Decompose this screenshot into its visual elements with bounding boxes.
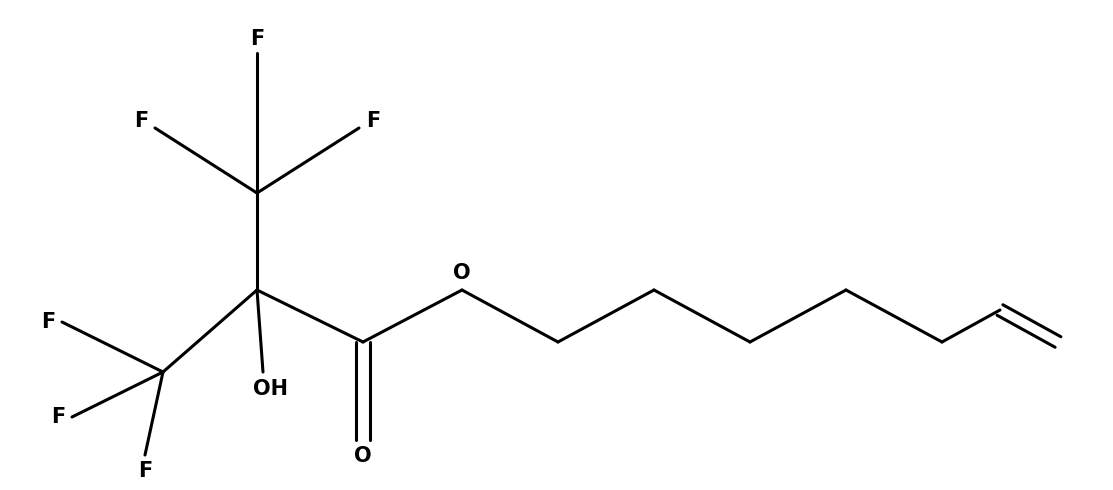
Text: F: F (134, 111, 148, 131)
Text: O: O (453, 263, 471, 283)
Text: F: F (250, 29, 264, 49)
Text: F: F (41, 312, 56, 332)
Text: O: O (354, 446, 372, 466)
Text: F: F (138, 461, 152, 481)
Text: OH: OH (254, 379, 288, 399)
Text: F: F (366, 111, 381, 131)
Text: F: F (51, 407, 66, 427)
